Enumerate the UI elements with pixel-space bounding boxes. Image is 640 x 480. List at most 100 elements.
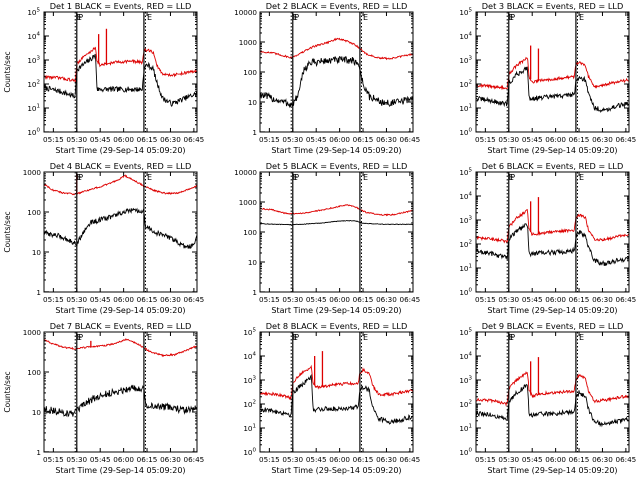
x-tick-label: 06:00 [329,455,350,464]
lld-series-line [475,371,630,407]
x-tick-label: 05:45 [90,455,111,464]
time-marker-label: E [579,13,584,22]
y-tick-label: 1000 [23,168,42,177]
y-tick-label: 10 [248,258,258,267]
chart-title: Det 1 BLACK = Events, RED = LLD [50,1,192,11]
y-tick-label: 105 [243,328,256,338]
x-tick-label: 05:30 [498,135,519,144]
x-tick-label: 06:45 [400,295,421,304]
x-tick-label: 05:15 [475,135,496,144]
x-axis-label: Start Time (29-Sep-14 05:09:20) [55,146,185,155]
x-tick-label: 06:45 [616,135,637,144]
y-tick-label: 103 [459,56,472,66]
lld-series-line [259,364,414,401]
y-tick-label: 100 [243,68,257,77]
y-tick-label: 103 [459,216,472,226]
plot-frame [475,11,630,133]
x-tick-label: 06:30 [592,295,613,304]
x-tick-label: 05:15 [259,455,280,464]
y-tick-label: 104 [27,32,40,42]
y-tick-label: 100 [459,127,472,137]
x-tick-label: 06:00 [113,135,134,144]
x-tick-label: 06:00 [545,295,566,304]
x-tick-label: 06:45 [616,455,637,464]
y-tick-label: 102 [243,400,256,410]
x-tick-label: 06:30 [160,135,181,144]
x-tick-label: 06:00 [329,135,350,144]
y-tick-label: 10000 [234,168,257,177]
time-marker-label: P [78,13,83,22]
events-series-line [475,66,630,113]
y-tick-label: 100 [27,368,41,377]
x-tick-label: 06:30 [160,455,181,464]
x-tick-label: 06:00 [545,455,566,464]
time-marker-label: P [78,333,83,342]
x-tick-label: 06:15 [353,295,374,304]
time-marker-label: E [509,333,514,342]
y-axis-label: Counts/sec [3,211,12,252]
y-tick-label: 100 [459,447,472,457]
x-tick-label: 05:30 [282,135,303,144]
x-tick-label: 06:15 [353,135,374,144]
x-tick-label: 05:15 [43,135,64,144]
y-tick-label: 101 [459,424,472,434]
y-tick-label: 105 [459,168,472,178]
y-tick-label: 102 [459,240,472,250]
y-tick-label: 101 [459,264,472,274]
time-marker-label: E [509,13,514,22]
lld-series-line [43,338,198,358]
x-axis-label: Start Time (29-Sep-14 05:09:20) [487,146,617,155]
x-tick-label: 05:15 [259,135,280,144]
lld-series-line [259,204,414,217]
y-tick-label: 100 [243,447,256,457]
x-tick-label: 06:00 [113,455,134,464]
time-marker-label: E [363,333,368,342]
y-tick-label: 104 [243,352,256,362]
y-tick-label: 103 [27,56,40,66]
x-tick-label: 06:00 [545,135,566,144]
y-tick-label: 101 [243,424,256,434]
y-tick-label: 100 [243,228,257,237]
x-tick-label: 06:30 [160,295,181,304]
y-tick-label: 100 [459,287,472,297]
y-tick-label: 102 [459,80,472,90]
x-tick-label: 06:45 [184,455,205,464]
x-tick-label: 06:00 [329,295,350,304]
plot-frame [43,331,198,453]
y-tick-label: 10000 [234,8,257,17]
y-tick-label: 101 [27,104,40,114]
x-tick-label: 05:45 [306,455,327,464]
y-tick-label: 104 [459,32,472,42]
x-tick-label: 06:15 [137,455,158,464]
y-tick-label: 1 [36,288,41,297]
lld-series-line [475,56,630,91]
y-tick-label: 1 [252,128,257,137]
x-tick-label: 06:45 [400,455,421,464]
time-marker-label: E [509,173,514,182]
events-series-line [475,223,630,267]
x-tick-label: 06:45 [184,135,205,144]
x-axis-label: Start Time (29-Sep-14 05:09:20) [271,306,401,315]
y-tick-label: 104 [459,352,472,362]
x-tick-label: 06:00 [113,295,134,304]
x-axis-label: Start Time (29-Sep-14 05:09:20) [487,306,617,315]
y-tick-label: 105 [459,328,472,338]
y-tick-label: 105 [27,8,40,18]
x-tick-label: 05:30 [66,455,87,464]
time-marker-label: E [77,13,82,22]
lld-series-line [43,46,198,83]
time-marker-label: E [579,173,584,182]
y-tick-label: 100 [27,127,40,137]
plot-frame [475,171,630,293]
time-marker-label: E [363,13,368,22]
x-tick-label: 05:45 [522,455,543,464]
x-tick-label: 05:15 [43,295,64,304]
x-tick-label: 06:15 [569,295,590,304]
